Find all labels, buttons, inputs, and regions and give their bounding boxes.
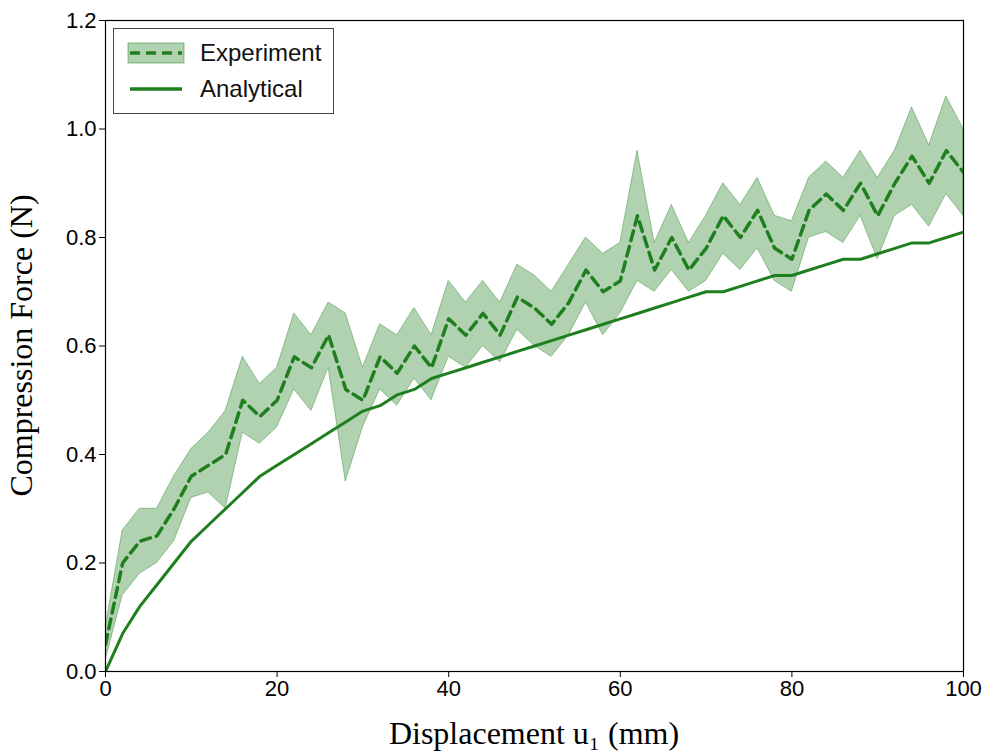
html-text:Experiment: Experiment xyxy=(200,39,322,66)
svg-text:100: 100 xyxy=(945,676,982,701)
svg-text:80: 80 xyxy=(780,676,804,701)
svg-text:0.6: 0.6 xyxy=(66,333,97,358)
svg-text:60: 60 xyxy=(608,676,632,701)
svg-text:1.2: 1.2 xyxy=(66,8,97,33)
svg-text:0.2: 0.2 xyxy=(66,550,97,575)
html-text:Analytical: Analytical xyxy=(200,75,303,102)
svg-text:40: 40 xyxy=(436,676,460,701)
svg-text:0.0: 0.0 xyxy=(66,659,97,684)
svg-text:20: 20 xyxy=(265,676,289,701)
svg-text:1.0: 1.0 xyxy=(66,116,97,141)
svg-text:0: 0 xyxy=(99,676,111,701)
svg-text:Displacement u₁ (mm): Displacement u₁ (mm) xyxy=(389,715,679,751)
svg-text:0.8: 0.8 xyxy=(66,225,97,250)
svg-text:0.4: 0.4 xyxy=(66,442,97,467)
svg-text:Compression Force (N): Compression Force (N) xyxy=(3,194,39,496)
